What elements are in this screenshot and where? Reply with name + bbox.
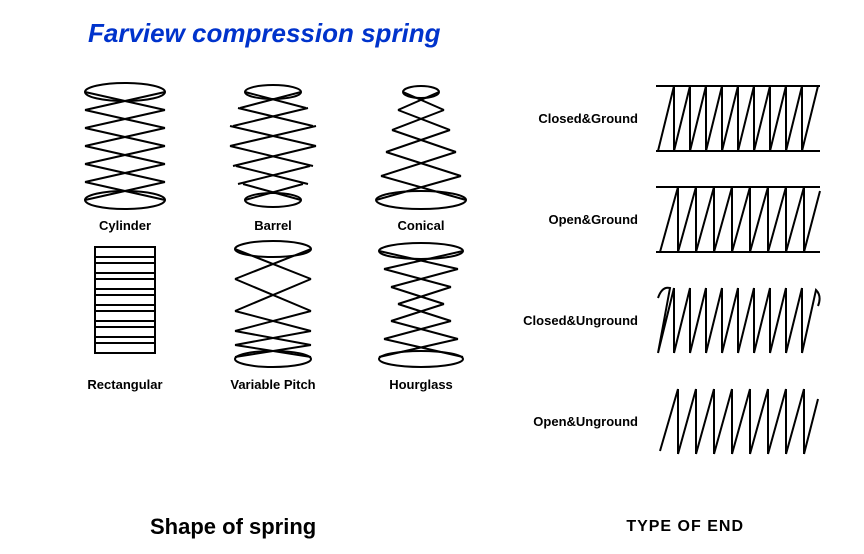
- rectangular-spring-icon: [70, 239, 180, 369]
- end-type-column: Closed&Ground Open&Ground Closed&Ungroun…: [488, 76, 828, 464]
- shape-cylinder: Cylinder: [60, 80, 190, 233]
- end-label: Closed&Unground: [523, 313, 638, 328]
- end-label: Closed&Ground: [538, 111, 638, 126]
- open-unground-spring-icon: [648, 379, 828, 464]
- end-open-unground: Open&Unground: [488, 379, 828, 464]
- closed-ground-spring-icon: [648, 76, 828, 161]
- shape-hourglass: Hourglass: [356, 239, 486, 392]
- hourglass-spring-icon: [366, 239, 476, 369]
- end-closed-unground: Closed&Unground: [488, 278, 828, 363]
- shape-barrel: Barrel: [208, 80, 338, 233]
- shape-grid: Cylinder Barrel Conical: [60, 80, 490, 392]
- shape-label: Conical: [398, 218, 445, 233]
- end-closed-ground: Closed&Ground: [488, 76, 828, 161]
- closed-unground-spring-icon: [648, 278, 828, 363]
- conical-spring-icon: [366, 80, 476, 210]
- shape-label: Cylinder: [99, 218, 151, 233]
- open-ground-spring-icon: [648, 177, 828, 262]
- end-label: Open&Unground: [533, 414, 638, 429]
- page-title: Farview compression spring: [88, 18, 441, 49]
- end-label: Open&Ground: [548, 212, 638, 227]
- cylinder-spring-icon: [70, 80, 180, 210]
- shape-label: Rectangular: [87, 377, 162, 392]
- barrel-spring-icon: [218, 80, 328, 210]
- end-open-ground: Open&Ground: [488, 177, 828, 262]
- shape-label: Variable Pitch: [230, 377, 315, 392]
- shape-rectangular: Rectangular: [60, 239, 190, 392]
- shape-label: Hourglass: [389, 377, 453, 392]
- end-section-title: TYPE OF END: [626, 518, 744, 536]
- shape-variable-pitch: Variable Pitch: [208, 239, 338, 392]
- shape-label: Barrel: [254, 218, 292, 233]
- shape-section-title: Shape of spring: [150, 514, 316, 540]
- variable-pitch-spring-icon: [218, 239, 328, 369]
- shape-conical: Conical: [356, 80, 486, 233]
